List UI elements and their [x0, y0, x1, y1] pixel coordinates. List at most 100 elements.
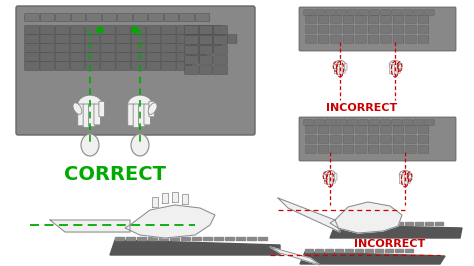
Polygon shape	[355, 222, 363, 225]
FancyBboxPatch shape	[356, 136, 366, 143]
FancyBboxPatch shape	[348, 120, 357, 125]
FancyBboxPatch shape	[131, 62, 146, 70]
FancyBboxPatch shape	[418, 126, 428, 133]
FancyBboxPatch shape	[177, 44, 191, 52]
FancyBboxPatch shape	[306, 146, 316, 153]
FancyBboxPatch shape	[370, 10, 379, 15]
FancyBboxPatch shape	[162, 44, 176, 52]
Polygon shape	[110, 240, 280, 255]
Polygon shape	[258, 237, 267, 240]
FancyBboxPatch shape	[25, 35, 39, 43]
FancyBboxPatch shape	[319, 146, 328, 153]
FancyBboxPatch shape	[356, 16, 366, 23]
FancyBboxPatch shape	[214, 56, 228, 64]
Text: CORRECT: CORRECT	[64, 165, 166, 185]
FancyBboxPatch shape	[425, 10, 434, 15]
FancyBboxPatch shape	[16, 6, 255, 135]
FancyBboxPatch shape	[146, 35, 161, 43]
FancyBboxPatch shape	[185, 46, 198, 54]
FancyBboxPatch shape	[315, 120, 324, 125]
FancyBboxPatch shape	[149, 14, 164, 21]
FancyBboxPatch shape	[368, 36, 379, 43]
FancyBboxPatch shape	[40, 14, 55, 21]
Polygon shape	[425, 222, 433, 225]
FancyBboxPatch shape	[71, 14, 86, 21]
Circle shape	[97, 27, 103, 33]
Polygon shape	[247, 237, 256, 240]
FancyBboxPatch shape	[85, 35, 100, 43]
FancyBboxPatch shape	[100, 35, 115, 43]
FancyBboxPatch shape	[207, 26, 222, 34]
FancyBboxPatch shape	[118, 14, 132, 21]
Text: INCORRECT: INCORRECT	[327, 103, 398, 113]
FancyBboxPatch shape	[55, 44, 70, 52]
Ellipse shape	[81, 134, 99, 156]
FancyBboxPatch shape	[332, 174, 335, 183]
FancyBboxPatch shape	[40, 26, 55, 34]
FancyBboxPatch shape	[25, 26, 39, 34]
Polygon shape	[355, 249, 363, 252]
Polygon shape	[325, 249, 333, 252]
Polygon shape	[335, 222, 343, 225]
FancyBboxPatch shape	[331, 36, 341, 43]
FancyBboxPatch shape	[356, 36, 366, 43]
FancyBboxPatch shape	[116, 62, 130, 70]
Polygon shape	[152, 197, 158, 207]
FancyBboxPatch shape	[306, 16, 316, 23]
FancyBboxPatch shape	[343, 36, 354, 43]
Polygon shape	[435, 222, 443, 225]
FancyBboxPatch shape	[392, 64, 395, 75]
Ellipse shape	[148, 103, 157, 114]
FancyBboxPatch shape	[368, 136, 379, 143]
FancyBboxPatch shape	[214, 46, 228, 54]
Ellipse shape	[334, 60, 346, 70]
Polygon shape	[385, 249, 393, 252]
Polygon shape	[330, 202, 402, 233]
FancyBboxPatch shape	[381, 120, 390, 125]
FancyBboxPatch shape	[131, 44, 146, 52]
FancyBboxPatch shape	[162, 53, 176, 61]
FancyBboxPatch shape	[222, 35, 237, 43]
Polygon shape	[125, 205, 215, 238]
FancyBboxPatch shape	[337, 64, 340, 75]
Polygon shape	[214, 237, 223, 240]
Polygon shape	[375, 249, 383, 252]
FancyBboxPatch shape	[331, 26, 341, 33]
Polygon shape	[225, 237, 234, 240]
FancyBboxPatch shape	[85, 53, 100, 61]
Polygon shape	[330, 225, 462, 238]
FancyBboxPatch shape	[348, 10, 357, 15]
FancyBboxPatch shape	[319, 136, 328, 143]
Ellipse shape	[389, 60, 401, 70]
FancyBboxPatch shape	[343, 126, 354, 133]
FancyBboxPatch shape	[381, 126, 391, 133]
Polygon shape	[365, 222, 373, 225]
FancyBboxPatch shape	[116, 53, 130, 61]
FancyBboxPatch shape	[55, 53, 70, 61]
FancyBboxPatch shape	[331, 16, 341, 23]
FancyBboxPatch shape	[368, 16, 379, 23]
FancyBboxPatch shape	[406, 136, 416, 143]
FancyBboxPatch shape	[381, 146, 391, 153]
FancyBboxPatch shape	[25, 44, 39, 52]
FancyBboxPatch shape	[100, 53, 115, 61]
FancyBboxPatch shape	[319, 16, 328, 23]
FancyBboxPatch shape	[406, 146, 416, 153]
FancyBboxPatch shape	[180, 14, 194, 21]
FancyBboxPatch shape	[89, 104, 95, 127]
FancyBboxPatch shape	[185, 66, 198, 74]
FancyBboxPatch shape	[116, 26, 130, 34]
FancyBboxPatch shape	[368, 146, 379, 153]
FancyBboxPatch shape	[25, 14, 39, 21]
FancyBboxPatch shape	[304, 10, 313, 15]
FancyBboxPatch shape	[406, 26, 416, 33]
FancyBboxPatch shape	[392, 120, 401, 125]
FancyBboxPatch shape	[192, 35, 207, 43]
FancyBboxPatch shape	[116, 35, 130, 43]
FancyBboxPatch shape	[40, 44, 55, 52]
FancyBboxPatch shape	[299, 7, 456, 51]
FancyBboxPatch shape	[410, 173, 412, 180]
FancyBboxPatch shape	[177, 53, 191, 61]
FancyBboxPatch shape	[306, 126, 316, 133]
Polygon shape	[395, 222, 403, 225]
